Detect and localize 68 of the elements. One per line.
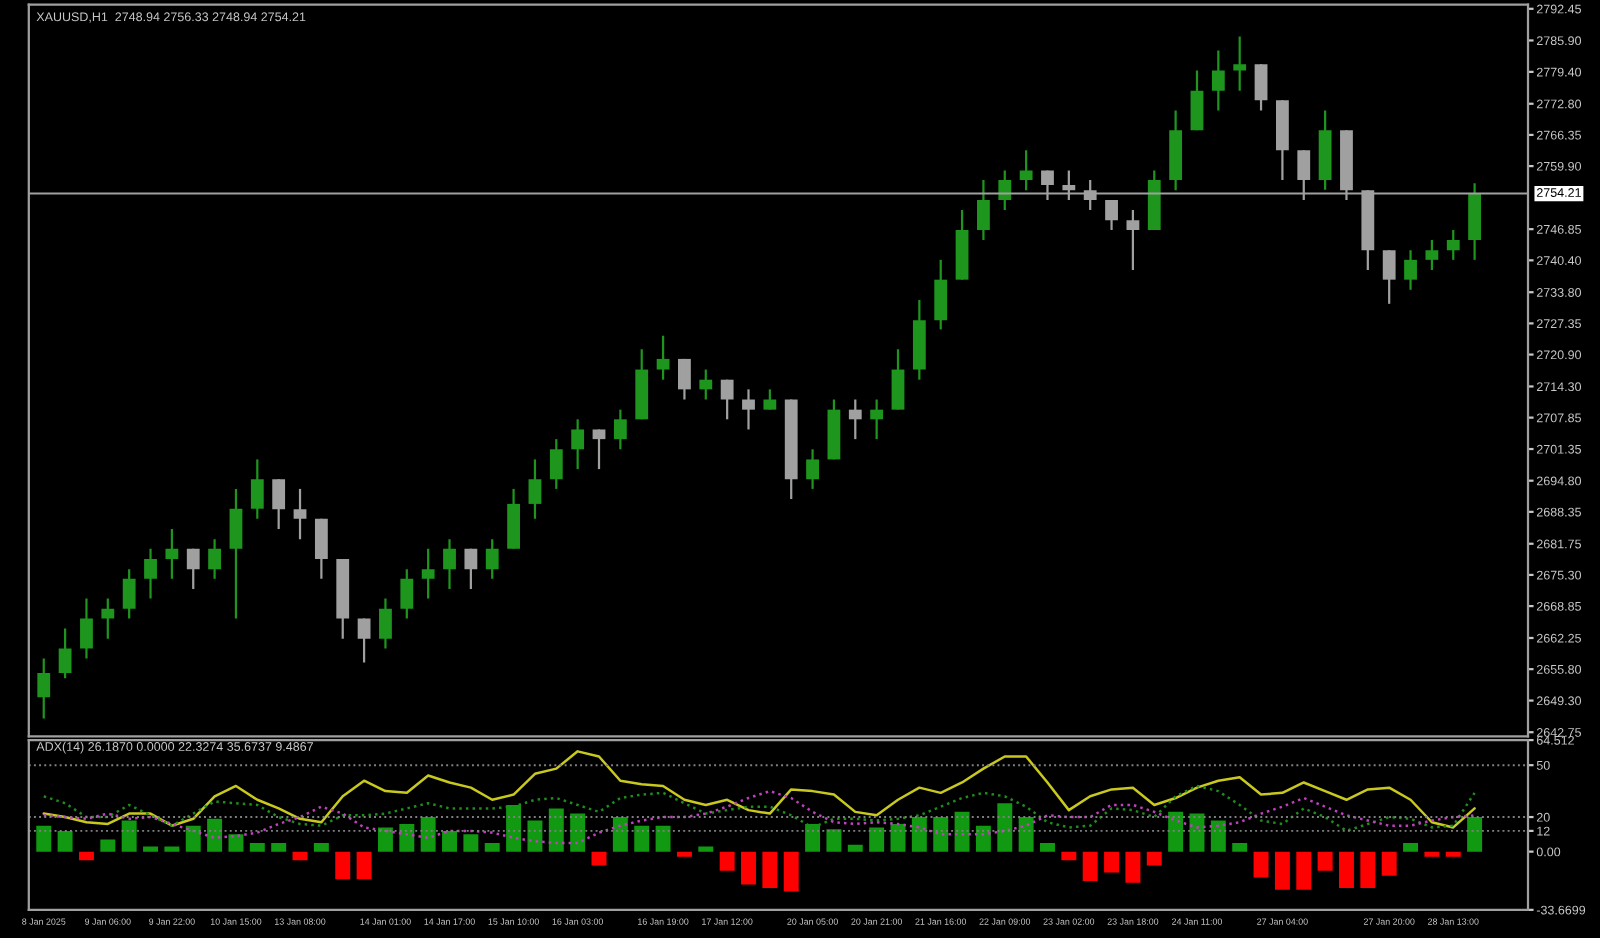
bar bbox=[548, 808, 564, 852]
bar bbox=[1168, 811, 1184, 852]
bar bbox=[143, 846, 158, 852]
bar bbox=[1467, 817, 1483, 852]
bar bbox=[1424, 851, 1440, 857]
bar bbox=[420, 817, 436, 852]
bar bbox=[890, 823, 906, 852]
bar bbox=[228, 834, 244, 852]
bar bbox=[612, 817, 628, 852]
bar bbox=[869, 827, 885, 852]
bar bbox=[676, 851, 692, 857]
bar bbox=[1082, 851, 1098, 882]
bar bbox=[506, 804, 522, 852]
bar bbox=[783, 851, 799, 892]
bar bbox=[1061, 851, 1077, 861]
bar bbox=[484, 842, 500, 852]
bar bbox=[997, 803, 1013, 852]
bar bbox=[207, 818, 223, 852]
bar bbox=[527, 820, 543, 852]
bar bbox=[1317, 851, 1333, 871]
bar bbox=[570, 813, 586, 852]
bar bbox=[335, 851, 351, 880]
bar bbox=[1274, 851, 1290, 890]
bar bbox=[313, 842, 329, 852]
bar bbox=[57, 830, 73, 852]
bar bbox=[442, 830, 457, 852]
bar bbox=[719, 851, 735, 871]
bar bbox=[805, 823, 821, 852]
bar bbox=[271, 842, 287, 852]
bar bbox=[655, 825, 671, 852]
bar bbox=[954, 811, 970, 852]
bar bbox=[1381, 851, 1397, 876]
bar bbox=[698, 846, 714, 852]
bar bbox=[78, 851, 94, 861]
bar bbox=[1125, 851, 1141, 883]
bar bbox=[847, 844, 863, 852]
bar bbox=[1403, 842, 1419, 852]
bar bbox=[164, 846, 180, 852]
bar bbox=[36, 825, 52, 852]
bar bbox=[1104, 851, 1120, 873]
bar bbox=[377, 827, 393, 852]
bar bbox=[1339, 851, 1354, 888]
line-series bbox=[42, 750, 1476, 829]
bar bbox=[1210, 820, 1226, 852]
bar bbox=[399, 823, 415, 852]
bar bbox=[249, 842, 265, 852]
bar bbox=[1360, 851, 1376, 888]
bar bbox=[975, 825, 991, 852]
bar bbox=[1253, 851, 1269, 878]
bar bbox=[762, 851, 778, 888]
bar bbox=[1232, 842, 1248, 852]
bar bbox=[1146, 851, 1162, 866]
bar bbox=[1040, 842, 1055, 852]
bar bbox=[911, 817, 927, 852]
bar bbox=[741, 851, 756, 885]
bar bbox=[826, 829, 842, 852]
bar bbox=[634, 825, 650, 852]
bar bbox=[100, 839, 116, 852]
bar bbox=[356, 851, 372, 880]
line-series bbox=[42, 789, 1476, 845]
bar bbox=[1445, 851, 1461, 857]
bar bbox=[185, 825, 201, 852]
bar bbox=[1296, 851, 1312, 890]
bar bbox=[463, 834, 479, 852]
bar bbox=[933, 817, 949, 852]
bar bbox=[121, 820, 137, 852]
line-series bbox=[42, 784, 1476, 833]
bar bbox=[1018, 817, 1034, 852]
